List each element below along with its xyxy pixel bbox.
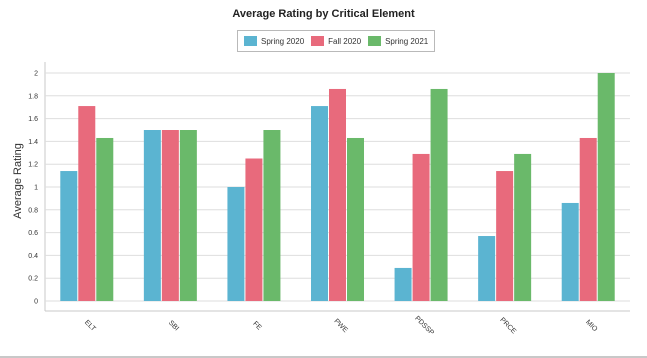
y-tick-label: 1.4 — [28, 139, 38, 146]
x-tick-label: SBI — [167, 319, 180, 332]
bar[interactable] — [245, 158, 263, 302]
bar[interactable] — [347, 137, 364, 301]
bar[interactable] — [496, 171, 514, 301]
legend-label-fall-2020: Fall 2020 — [328, 36, 362, 46]
legend-label-spring-2021: Spring 2021 — [385, 36, 429, 46]
y-tick-label: 0.6 — [28, 230, 38, 237]
y-tick-label: 1.8 — [28, 93, 38, 100]
y-tick-label: 0.2 — [28, 276, 38, 283]
legend-swatch-spring-2021 — [368, 36, 382, 46]
bar[interactable] — [561, 202, 579, 301]
bar[interactable] — [430, 88, 448, 302]
legend-swatch-spring-2020 — [244, 36, 257, 46]
bar[interactable] — [227, 187, 245, 301]
bar[interactable] — [78, 106, 96, 301]
bar[interactable] — [478, 236, 496, 301]
bar[interactable] — [311, 106, 328, 301]
bar[interactable] — [579, 137, 597, 301]
y-tick-label: 0.8 — [28, 207, 38, 214]
bar[interactable] — [394, 267, 412, 301]
bar[interactable] — [96, 137, 114, 301]
bar[interactable] — [161, 130, 179, 301]
x-tick-label: PWE — [332, 318, 348, 334]
legend-item-spring-2020[interactable]: Spring 2020 — [244, 36, 304, 46]
bar[interactable] — [329, 88, 346, 302]
y-tick-label: 1.6 — [28, 116, 38, 123]
chart-title: Average Rating by Critical Element — [232, 8, 415, 20]
bar[interactable] — [143, 130, 161, 301]
x-axis-labels: ELT SBI FE PWE PDSSP PRCE MIO — [83, 315, 599, 337]
legend-item-fall-2020[interactable]: Fall 2020 — [311, 36, 361, 46]
bar[interactable] — [597, 73, 615, 301]
x-tick-label: MIO — [584, 319, 599, 334]
bar[interactable] — [514, 153, 532, 301]
legend-swatch-fall-2020 — [311, 36, 325, 46]
x-tick-label: PDSSP — [413, 315, 435, 337]
bar[interactable] — [263, 130, 281, 301]
y-tick-label: 1 — [34, 185, 38, 192]
y-axis-ticks: 0 0.2 0.4 0.6 0.8 1 1.2 1.4 1.6 1.8 2 — [28, 71, 38, 306]
bars — [60, 73, 615, 302]
y-axis-label: Average Rating — [12, 143, 24, 219]
y-tick-label: 0 — [34, 299, 38, 306]
chart-legend: Spring 2020 Fall 2020 Spring 2021 — [237, 30, 436, 52]
bar[interactable] — [412, 153, 430, 301]
legend-item-spring-2021[interactable]: Spring 2021 — [368, 36, 428, 46]
bar[interactable] — [179, 130, 197, 301]
x-tick-label: PRCE — [498, 317, 517, 336]
y-tick-label: 2 — [34, 71, 38, 78]
x-tick-label: FE — [251, 320, 263, 332]
x-tick-label: ELT — [83, 319, 97, 333]
y-tick-label: 1.2 — [28, 162, 38, 169]
y-tick-label: 0.4 — [28, 253, 38, 260]
legend-label-spring-2020: Spring 2020 — [261, 36, 305, 46]
bar[interactable] — [60, 171, 78, 301]
